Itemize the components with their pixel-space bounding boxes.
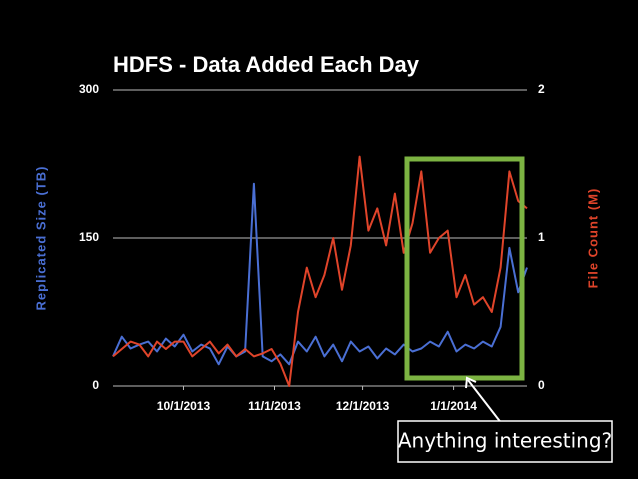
- callout-arrowhead: [465, 376, 477, 389]
- y2-tick-label: 0: [538, 378, 545, 392]
- x-tick-label: 11/1/2013: [248, 399, 301, 413]
- series-line: [112, 155, 528, 387]
- callout-text: Anything interesting?: [398, 429, 612, 453]
- y2-tick-label: 2: [538, 82, 545, 96]
- y-axis-label: Replicated Size (TB): [33, 166, 48, 311]
- y2-axis-label: File Count (M): [585, 188, 600, 289]
- y-tick-label: 150: [79, 230, 99, 244]
- x-tick-label: 12/1/2013: [336, 399, 390, 413]
- x-tick-label: 1/1/2014: [430, 399, 477, 413]
- x-tick-label: 10/1/2013: [157, 399, 211, 413]
- callout-box: [397, 420, 613, 463]
- y-tick-label: 0: [92, 378, 99, 392]
- y2-tick-label: 1: [538, 230, 545, 244]
- series-line: [112, 182, 528, 366]
- callout-arrow: [467, 379, 503, 425]
- chart-title: HDFS - Data Added Each Day: [113, 52, 420, 77]
- plot-area: 0 150 300 0 1 2 10/1/2013 11/1/2013 12/1/2013 1/1…: [79, 82, 545, 413]
- highlight-box: [404, 156, 525, 381]
- y-tick-label: 300: [79, 82, 99, 96]
